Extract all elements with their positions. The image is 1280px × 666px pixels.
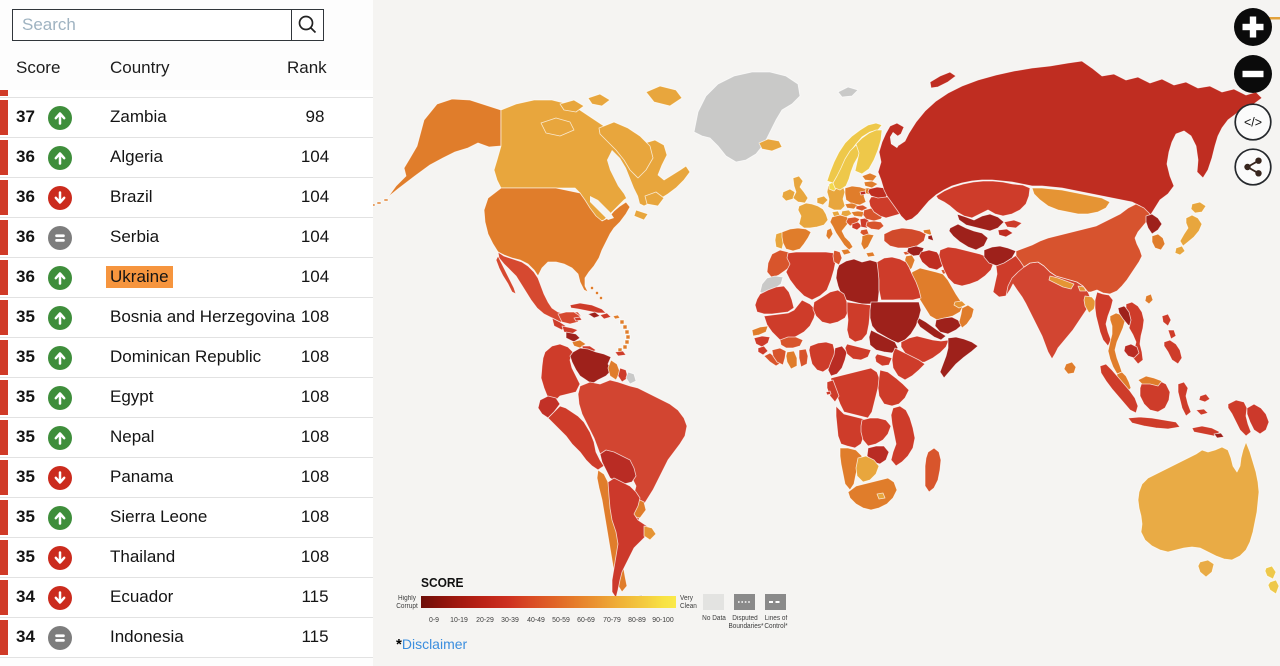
svg-text:</>: </> [1244,116,1262,130]
